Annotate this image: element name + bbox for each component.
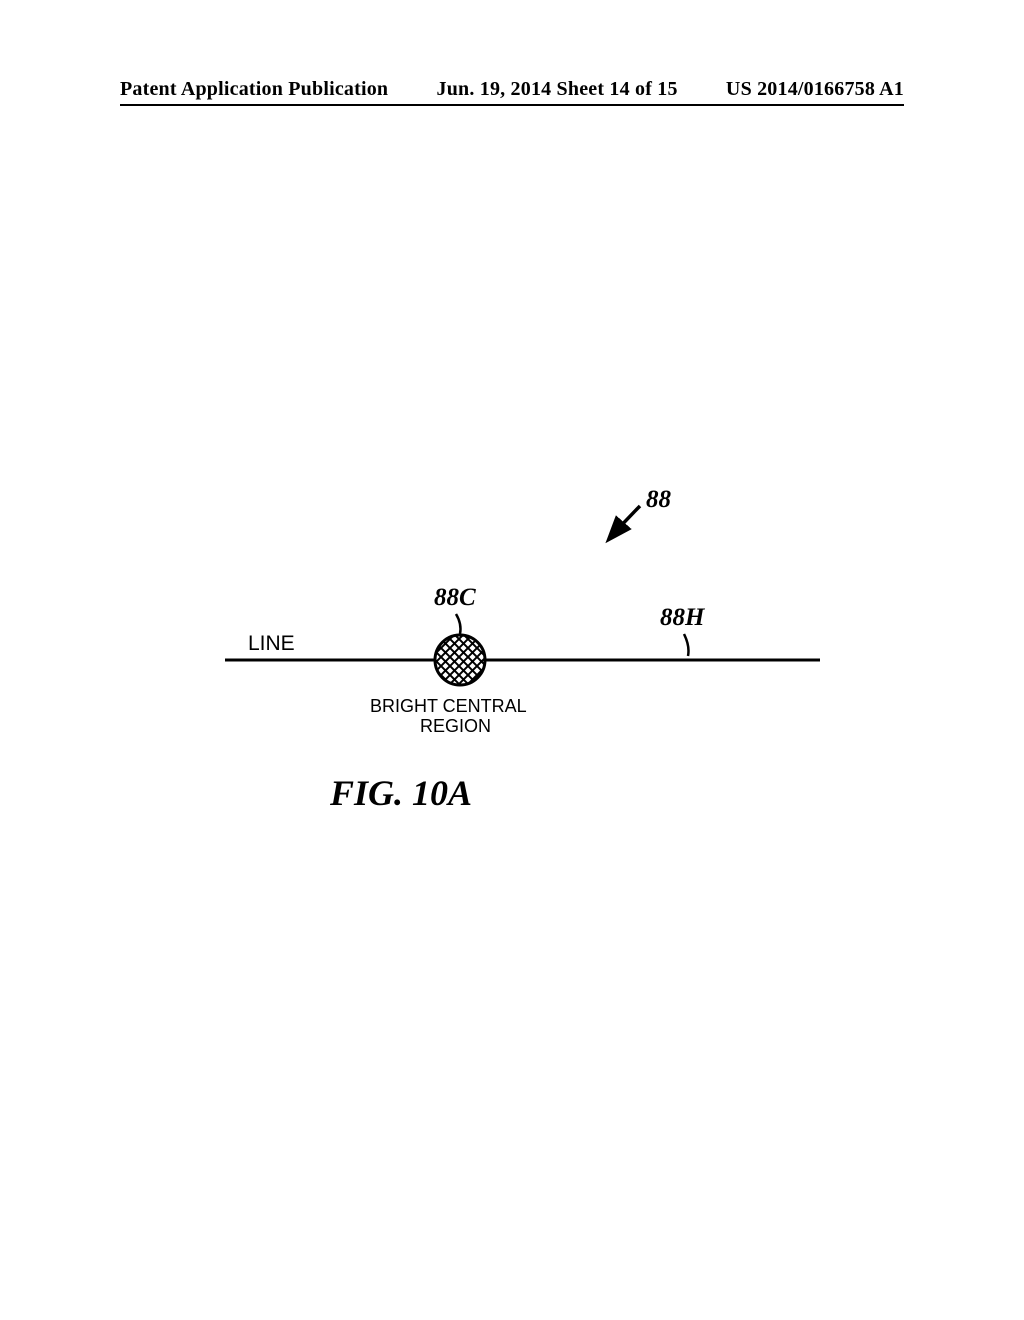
ref-88: 88 [646, 486, 671, 514]
label-bright1: BRIGHT CENTRAL [370, 696, 527, 717]
figure-svg [0, 0, 1024, 1320]
ref-88h: 88H [660, 604, 704, 632]
page: Patent Application Publication Jun. 19, … [0, 0, 1024, 1320]
center-circle [435, 635, 485, 685]
leader-88-arrow [610, 506, 640, 538]
leader-88c [456, 614, 461, 634]
label-bright2: REGION [420, 716, 491, 737]
ref-88c: 88C [434, 584, 476, 612]
label-line: LINE [248, 632, 295, 656]
figure-caption: FIG. 10A [330, 772, 472, 814]
leader-88h [684, 634, 689, 656]
